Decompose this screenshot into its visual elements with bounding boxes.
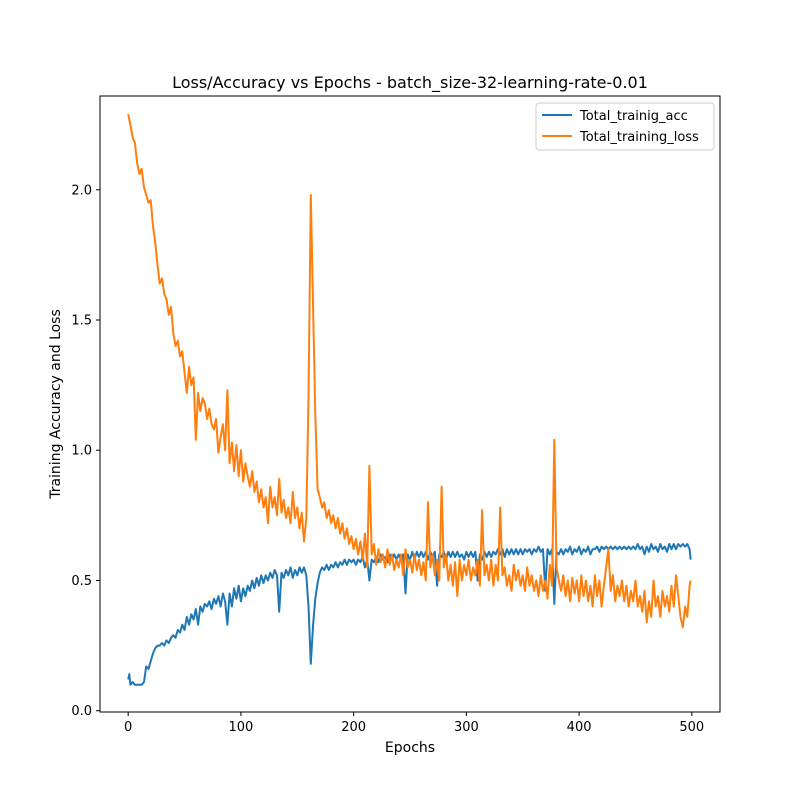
legend-label-acc: Total_trainig_acc — [579, 109, 688, 124]
chart-title: Loss/Accuracy vs Epochs - batch_size-32-… — [172, 73, 648, 93]
y-tick-label: 2.0 — [71, 183, 92, 198]
series-layer — [127, 113, 692, 686]
legend-label-loss: Total_training_loss — [579, 130, 699, 145]
plot-frame — [99, 95, 721, 713]
series-line-0 — [127, 543, 692, 686]
x-axis: 0 100 200 300 400 500 — [124, 712, 704, 735]
y-tick-label: 1.0 — [71, 444, 92, 459]
x-tick-label: 300 — [454, 720, 479, 735]
y-tick-label: 1.5 — [71, 314, 92, 329]
series-line-1 — [127, 113, 692, 629]
y-tick-label: 0.5 — [71, 574, 92, 589]
legend: Total_trainig_acc Total_training_loss — [535, 102, 715, 151]
x-tick-label: 0 — [124, 720, 132, 735]
x-axis-title: Epochs — [385, 740, 435, 756]
legend-box — [535, 102, 715, 151]
x-tick-label: 500 — [679, 720, 704, 735]
x-tick-label: 400 — [567, 720, 592, 735]
y-tick-label: 0.0 — [71, 704, 92, 719]
y-axis: 0.0 0.5 1.0 1.5 2.0 — [71, 183, 100, 719]
x-tick-label: 100 — [228, 720, 253, 735]
y-axis-title: Training Accuracy and Loss — [48, 309, 64, 500]
x-tick-label: 200 — [341, 720, 366, 735]
